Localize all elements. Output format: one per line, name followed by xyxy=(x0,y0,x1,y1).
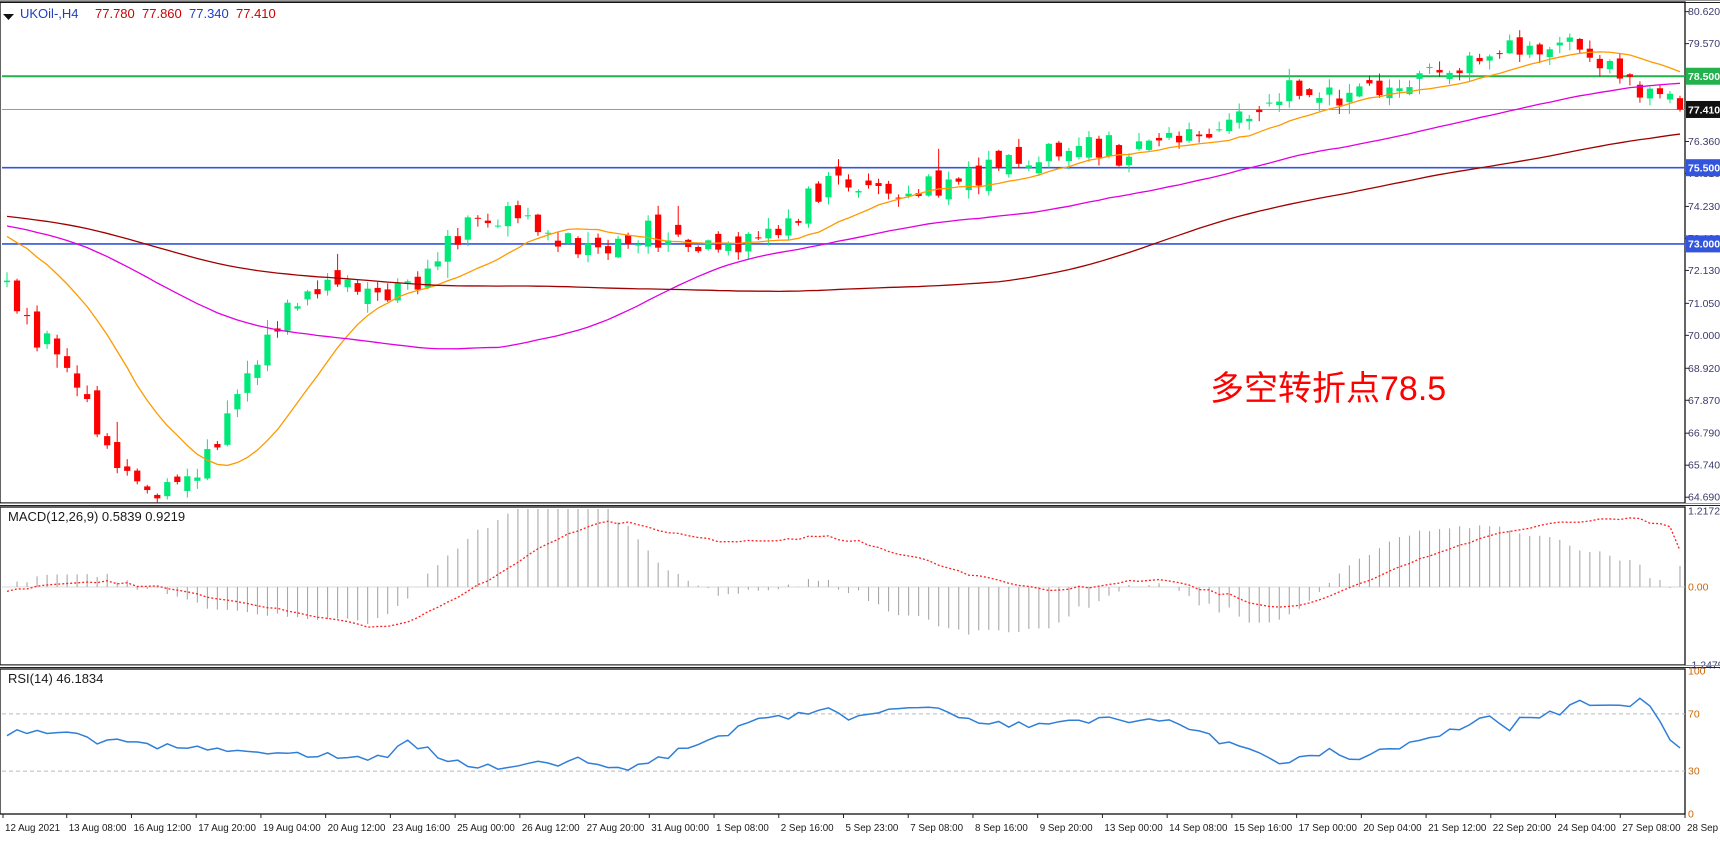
svg-text:72.130: 72.130 xyxy=(1688,265,1720,277)
svg-text:7 Sep 08:00: 7 Sep 08:00 xyxy=(910,823,963,834)
svg-text:20 Aug 12:00: 20 Aug 12:00 xyxy=(328,823,386,834)
svg-text:5 Sep 23:00: 5 Sep 23:00 xyxy=(846,823,899,834)
svg-text:19 Aug 04:00: 19 Aug 04:00 xyxy=(263,823,321,834)
svg-text:79.570: 79.570 xyxy=(1688,38,1720,50)
svg-text:23 Aug 16:00: 23 Aug 16:00 xyxy=(392,823,450,834)
svg-text:27 Aug 20:00: 27 Aug 20:00 xyxy=(587,823,645,834)
svg-text:26 Aug 12:00: 26 Aug 12:00 xyxy=(522,823,580,834)
svg-text:1.2172: 1.2172 xyxy=(1688,506,1720,518)
svg-text:64.690: 64.690 xyxy=(1688,492,1720,504)
svg-text:16 Aug 12:00: 16 Aug 12:00 xyxy=(133,823,191,834)
svg-text:25 Aug 00:00: 25 Aug 00:00 xyxy=(457,823,515,834)
svg-text:15 Sep 16:00: 15 Sep 16:00 xyxy=(1234,823,1293,834)
svg-text:66.790: 66.790 xyxy=(1688,428,1720,440)
svg-text:17 Aug 20:00: 17 Aug 20:00 xyxy=(198,823,256,834)
svg-text:71.050: 71.050 xyxy=(1688,298,1720,310)
svg-text:77.780: 77.780 xyxy=(95,6,135,21)
svg-text:0: 0 xyxy=(1688,809,1694,821)
svg-text:21 Sep 12:00: 21 Sep 12:00 xyxy=(1428,823,1487,834)
svg-text:UKOil-,H4: UKOil-,H4 xyxy=(20,6,79,21)
svg-text:65.740: 65.740 xyxy=(1688,460,1720,472)
svg-text:27 Sep 08:00: 27 Sep 08:00 xyxy=(1622,823,1681,834)
svg-text:8 Sep 16:00: 8 Sep 16:00 xyxy=(975,823,1028,834)
svg-text:0.00: 0.00 xyxy=(1688,582,1709,594)
svg-text:RSI(14) 46.1834: RSI(14) 46.1834 xyxy=(8,671,103,686)
svg-text:70: 70 xyxy=(1688,708,1700,720)
svg-text:68.920: 68.920 xyxy=(1688,363,1720,375)
svg-text:77.410: 77.410 xyxy=(236,6,276,21)
svg-text:13 Sep 00:00: 13 Sep 00:00 xyxy=(1104,823,1163,834)
svg-text:14 Sep 08:00: 14 Sep 08:00 xyxy=(1169,823,1228,834)
svg-text:28 Sep 20:00: 28 Sep 20:00 xyxy=(1687,823,1720,834)
svg-text:12 Aug 2021: 12 Aug 2021 xyxy=(5,823,60,834)
svg-text:73.000: 73.000 xyxy=(1688,239,1720,251)
svg-text:31 Aug 00:00: 31 Aug 00:00 xyxy=(651,823,709,834)
svg-text:30: 30 xyxy=(1688,766,1700,778)
svg-text:74.230: 74.230 xyxy=(1688,201,1720,213)
svg-text:1 Sep 08:00: 1 Sep 08:00 xyxy=(716,823,769,834)
svg-text:13 Aug 08:00: 13 Aug 08:00 xyxy=(69,823,127,834)
svg-text:20 Sep 04:00: 20 Sep 04:00 xyxy=(1363,823,1422,834)
svg-text:24 Sep 04:00: 24 Sep 04:00 xyxy=(1558,823,1617,834)
svg-text:9 Sep 20:00: 9 Sep 20:00 xyxy=(1040,823,1093,834)
svg-text:100: 100 xyxy=(1688,666,1706,678)
svg-text:22 Sep 20:00: 22 Sep 20:00 xyxy=(1493,823,1552,834)
svg-text:67.870: 67.870 xyxy=(1688,395,1720,407)
svg-text:77.410: 77.410 xyxy=(1688,104,1720,116)
svg-text:78.500: 78.500 xyxy=(1688,71,1720,83)
svg-text:76.360: 76.360 xyxy=(1688,136,1720,148)
svg-text:17 Sep 00:00: 17 Sep 00:00 xyxy=(1299,823,1358,834)
svg-text:多空转折点78.5: 多空转折点78.5 xyxy=(1210,370,1446,408)
svg-text:77.340: 77.340 xyxy=(189,6,229,21)
svg-text:2 Sep 16:00: 2 Sep 16:00 xyxy=(781,823,834,834)
svg-text:MACD(12,26,9) 0.5839 0.9219: MACD(12,26,9) 0.5839 0.9219 xyxy=(8,509,185,524)
svg-text:80.620: 80.620 xyxy=(1688,6,1720,18)
svg-text:70.000: 70.000 xyxy=(1688,330,1720,342)
svg-text:75.500: 75.500 xyxy=(1688,162,1720,174)
svg-text:77.860: 77.860 xyxy=(142,6,182,21)
